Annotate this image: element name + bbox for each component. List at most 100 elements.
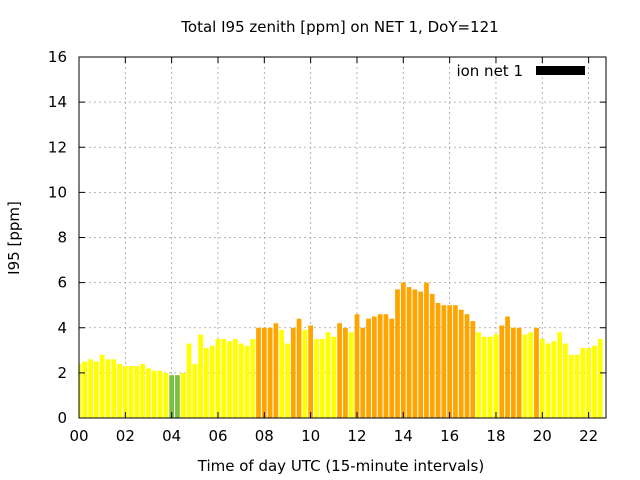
bar (453, 305, 458, 418)
bar (383, 314, 389, 418)
bar (215, 339, 221, 418)
bar (557, 332, 563, 418)
legend-label: ion net 1 (456, 62, 523, 80)
bar (163, 372, 169, 418)
bar (198, 334, 203, 418)
y-tick-label: 4 (57, 319, 67, 337)
bar (204, 348, 209, 418)
bar (447, 305, 453, 418)
bar (592, 345, 597, 418)
bar (441, 305, 447, 418)
bar (389, 318, 395, 418)
bar (580, 348, 586, 418)
bar (296, 318, 302, 418)
x-tick-label: 14 (394, 427, 413, 445)
bar (273, 323, 279, 418)
legend-swatch (536, 66, 585, 75)
bar (435, 302, 441, 418)
bar (285, 343, 290, 418)
bar (256, 327, 261, 418)
bar (79, 363, 82, 418)
bar (314, 339, 319, 418)
bar (308, 325, 314, 418)
bar (88, 359, 93, 418)
y-tick-label: 0 (57, 409, 67, 427)
x-tick-label: 00 (69, 427, 88, 445)
bar (232, 339, 238, 418)
bar (522, 334, 528, 418)
bar (331, 336, 337, 418)
x-tick-label: 20 (533, 427, 552, 445)
x-tick-label: 10 (301, 427, 320, 445)
bar (377, 314, 383, 418)
bar (128, 366, 134, 418)
y-tick-label: 12 (48, 138, 67, 156)
bar (493, 334, 499, 418)
bar (563, 343, 568, 418)
bar (487, 336, 493, 418)
bar (458, 309, 464, 418)
bar (261, 327, 267, 418)
y-tick-label: 8 (57, 229, 67, 247)
bar (151, 370, 157, 418)
bar (343, 327, 348, 418)
bar (134, 366, 140, 418)
bar (290, 327, 296, 418)
bar (476, 332, 481, 418)
bar (244, 345, 250, 418)
bar (192, 363, 198, 418)
bar (412, 289, 418, 418)
bar (93, 361, 99, 418)
bar (371, 316, 377, 418)
bar (337, 323, 342, 418)
bar (146, 368, 151, 418)
y-tick-label: 16 (48, 48, 67, 66)
bars (79, 282, 603, 418)
x-tick-label: 08 (255, 427, 274, 445)
bar (360, 327, 366, 418)
bar (140, 363, 146, 418)
bar (180, 372, 186, 418)
bar (209, 345, 215, 418)
bar (111, 359, 117, 418)
bar (568, 354, 574, 418)
bar (516, 327, 522, 418)
bar (505, 316, 510, 418)
bar (348, 332, 354, 418)
bar (470, 320, 476, 418)
bar (250, 339, 256, 418)
bar (464, 314, 470, 418)
y-tick-label: 10 (48, 183, 67, 201)
x-tick-label: 02 (116, 427, 135, 445)
bar (400, 282, 406, 418)
bar (122, 366, 128, 418)
bar (325, 332, 331, 418)
bar (534, 327, 539, 418)
bar (499, 325, 505, 418)
bar (418, 291, 424, 418)
bar (429, 293, 435, 418)
x-axis-label: Time of day UTC (15-minute intervals) (197, 457, 484, 475)
bar (238, 343, 244, 418)
bar (424, 282, 429, 418)
ticks (78, 56, 606, 419)
bar (279, 330, 285, 418)
bar (545, 343, 551, 418)
x-tick-label: 06 (208, 427, 227, 445)
bar (482, 336, 487, 418)
y-tick-label: 2 (57, 364, 67, 382)
bar (302, 330, 308, 418)
x-tick-labels: 00 02 04 06 08 10 12 14 16 18 20 22 (69, 427, 598, 445)
x-tick-label: 04 (162, 427, 181, 445)
bar (105, 359, 111, 418)
bar (354, 314, 360, 418)
bar (157, 370, 163, 418)
bar (117, 363, 122, 418)
legend: ion net 1 (456, 62, 585, 80)
bar (82, 361, 88, 418)
y-tick-labels: 0 2 4 6 8 10 12 14 16 (48, 48, 67, 427)
x-tick-label: 22 (579, 427, 598, 445)
x-tick-label: 12 (347, 427, 366, 445)
bar (510, 327, 516, 418)
